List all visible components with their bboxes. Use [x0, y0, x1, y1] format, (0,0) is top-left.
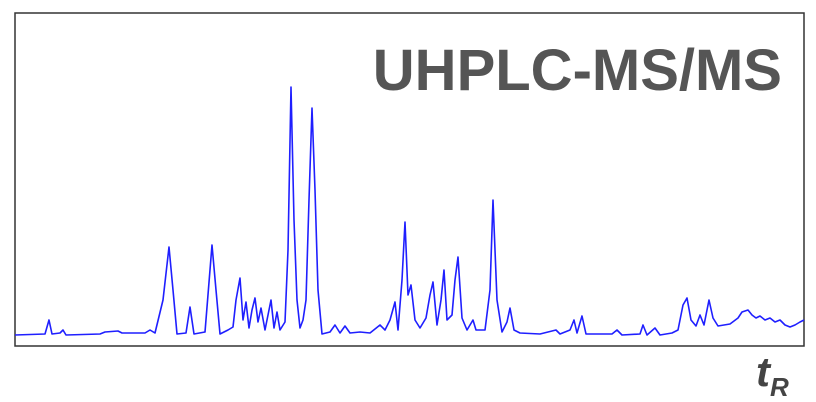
chromatogram-line — [14, 86, 805, 336]
x-label-subscript: R — [770, 372, 789, 402]
chart-title: UHPLC-MS/MS — [373, 38, 782, 103]
x-axis-label: tR — [756, 348, 789, 402]
x-label-main: t — [756, 348, 772, 395]
